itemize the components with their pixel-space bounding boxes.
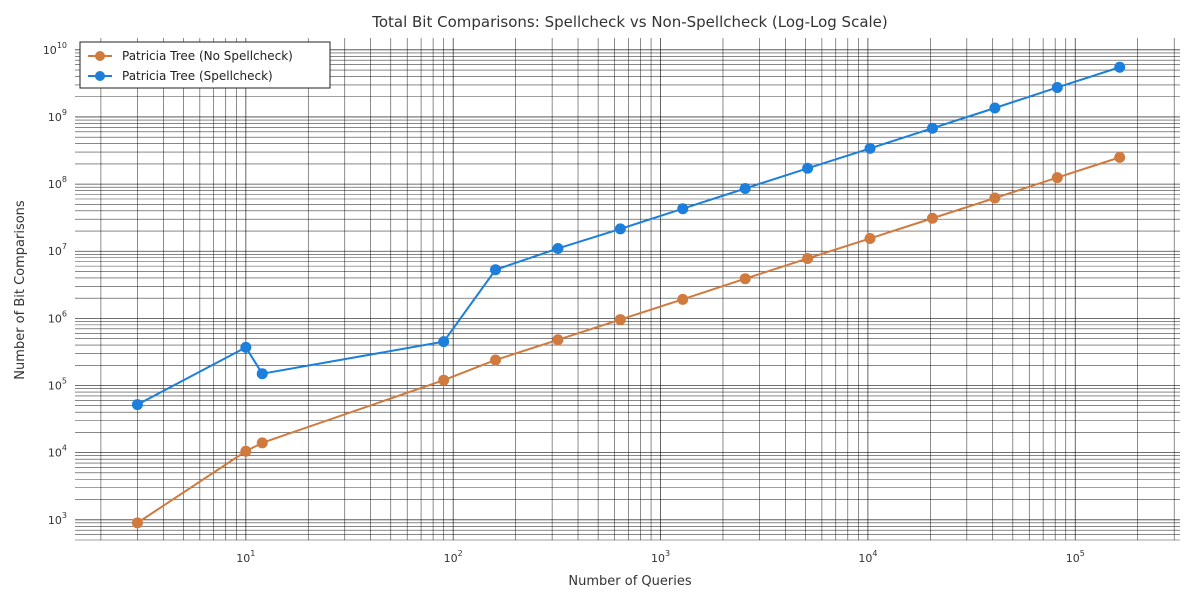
data-point-series-0 bbox=[1114, 151, 1126, 163]
data-point-series-0 bbox=[131, 517, 143, 529]
data-point-series-1 bbox=[490, 264, 502, 276]
data-point-series-1 bbox=[614, 223, 626, 235]
x-tick-label: 105 bbox=[1066, 549, 1085, 565]
data-point-series-0 bbox=[1051, 172, 1063, 184]
data-point-series-0 bbox=[552, 334, 564, 346]
data-point-series-0 bbox=[614, 314, 626, 326]
y-tick-label: 108 bbox=[48, 175, 67, 191]
data-point-series-0 bbox=[438, 374, 450, 386]
data-point-series-0 bbox=[926, 212, 938, 224]
chart-title: Total Bit Comparisons: Spellcheck vs Non… bbox=[371, 13, 888, 31]
tick-labels: 101 102 103 104 105 103 104 105 106 107 108 109 1010 bbox=[43, 41, 1085, 565]
legend-marker-no-spellcheck bbox=[95, 51, 105, 61]
data-point-series-1 bbox=[240, 341, 252, 353]
y-tick-label: 106 bbox=[48, 309, 67, 325]
legend: Patricia Tree (No Spellcheck) Patricia T… bbox=[79, 41, 331, 89]
x-axis-label: Number of Queries bbox=[568, 574, 691, 589]
data-point-series-1 bbox=[989, 102, 1001, 114]
data-point-series-0 bbox=[677, 293, 689, 305]
grid bbox=[75, 38, 1180, 541]
legend-box bbox=[79, 41, 331, 89]
data-point-series-1 bbox=[438, 336, 450, 348]
data-point-series-1 bbox=[552, 242, 564, 254]
x-tick-label: 104 bbox=[858, 549, 877, 565]
data-point-series-1 bbox=[1114, 61, 1126, 73]
y-tick-label: 109 bbox=[48, 108, 67, 124]
data-point-series-0 bbox=[989, 192, 1001, 204]
legend-label-spellcheck: Patricia Tree (Spellcheck) bbox=[122, 69, 273, 83]
data-point-series-0 bbox=[256, 437, 268, 449]
data-point-series-1 bbox=[256, 368, 268, 380]
data-point-series-1 bbox=[131, 399, 143, 411]
data-point-series-1 bbox=[739, 182, 751, 194]
data-point-series-0 bbox=[864, 232, 876, 244]
x-tick-label: 103 bbox=[651, 549, 670, 565]
data-point-series-1 bbox=[802, 162, 814, 174]
y-tick-label: 103 bbox=[48, 511, 67, 527]
data-point-series-0 bbox=[802, 252, 814, 264]
data-point-series-1 bbox=[926, 122, 938, 134]
y-axis-label: Number of Bit Comparisons bbox=[13, 200, 28, 380]
y-tick-label: 105 bbox=[48, 377, 67, 393]
data-point-series-1 bbox=[1051, 81, 1063, 93]
data-point-series-0 bbox=[240, 445, 252, 457]
legend-label-no-spellcheck: Patricia Tree (No Spellcheck) bbox=[122, 49, 293, 63]
y-tick-label: 1010 bbox=[43, 41, 67, 57]
data-point-series-1 bbox=[677, 203, 689, 215]
y-tick-label: 107 bbox=[48, 242, 67, 258]
y-tick-label: 104 bbox=[48, 444, 67, 460]
data-point-series-1 bbox=[864, 142, 876, 154]
data-point-series-0 bbox=[739, 273, 751, 285]
series-layer bbox=[131, 61, 1126, 529]
legend-marker-spellcheck bbox=[95, 71, 105, 81]
x-tick-label: 102 bbox=[444, 549, 463, 565]
data-point-series-0 bbox=[490, 354, 502, 366]
x-tick-label: 101 bbox=[236, 549, 255, 565]
